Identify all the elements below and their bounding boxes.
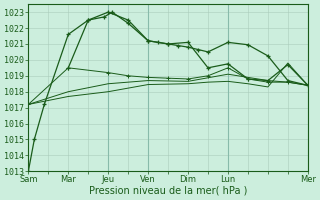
X-axis label: Pression niveau de la mer( hPa ): Pression niveau de la mer( hPa ) xyxy=(89,186,247,196)
